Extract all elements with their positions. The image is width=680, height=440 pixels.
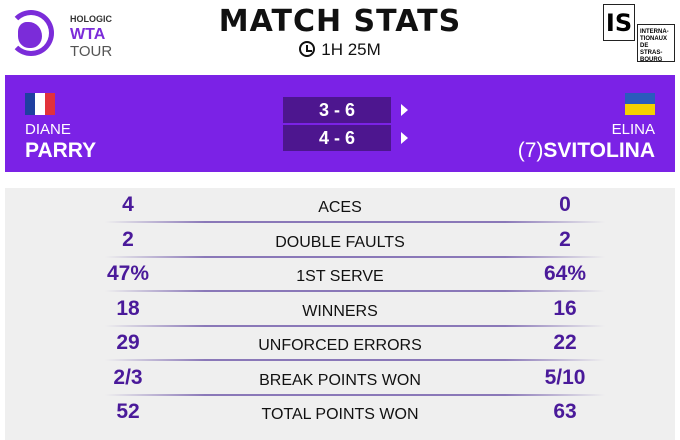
stat-left-value: 47% — [106, 262, 150, 285]
stat-left-value: 2 — [122, 227, 134, 251]
row-divider — [105, 290, 605, 292]
row-divider — [105, 359, 605, 361]
row-divider — [105, 393, 605, 396]
stat-right-value: 64% — [543, 262, 587, 285]
stat-right-value: 63 — [553, 400, 577, 423]
logo-wta: WTA — [70, 26, 106, 43]
ukraine-flag-icon — [625, 93, 655, 115]
stat-left-value: 4 — [122, 193, 134, 216]
duration-text: 1H 25M — [321, 40, 381, 59]
stat-right-value: 16 — [553, 296, 577, 320]
stat-row: 52 TOTAL POINTS WON 63 — [5, 396, 675, 430]
stat-label: ACES — [318, 199, 362, 216]
wta-logo-ring — [8, 10, 54, 56]
france-flag-icon — [25, 93, 55, 115]
stat-right-value: 22 — [553, 331, 577, 354]
logo-hologic: HOLOGIC — [70, 14, 112, 24]
stat-row: 4 ACES 0 — [5, 189, 675, 223]
row-divider — [105, 221, 605, 223]
player-right-name: (7)SVITOLINA — [518, 139, 655, 163]
match-duration: 1H 25M — [0, 40, 680, 60]
play-arrow-icon[interactable] — [401, 132, 408, 144]
stat-label: TOTAL POINTS WON — [261, 406, 419, 423]
stat-label: UNFORCED ERRORS — [258, 337, 422, 354]
set-score-1: 3 - 6 — [283, 97, 391, 123]
stat-row: 47% 1ST SERVE 64% — [5, 258, 675, 292]
stat-label: BREAK POINTS WON — [259, 371, 421, 389]
player-left-first: DIANE — [25, 121, 71, 138]
clock-icon — [299, 41, 316, 57]
stat-right-value: 2 — [559, 227, 571, 251]
scoreboard: DIANE PARRY ELINA (7)SVITOLINA 3 - 6 4 -… — [5, 75, 675, 172]
player-right-first: ELINA — [611, 121, 655, 138]
logo-tour: TOUR — [70, 43, 113, 60]
row-divider — [105, 255, 605, 258]
stat-left-value: 2/3 — [113, 365, 143, 389]
stat-right-value: 5/10 — [544, 365, 586, 389]
tournament-logo: IS — [603, 4, 635, 41]
stat-label: WINNERS — [302, 302, 378, 320]
seed: (7) — [517, 139, 544, 162]
stat-row: 2/3 BREAK POINTS WON 5/10 — [5, 362, 675, 396]
tournament-logo-text: INTERNA-TIONAUX DE STRAS-BOURG — [637, 24, 675, 63]
row-divider — [105, 324, 605, 327]
stat-row: 29 UNFORCED ERRORS 22 — [5, 327, 675, 361]
set-score-2: 4 - 6 — [283, 125, 391, 151]
stat-right-value: 0 — [559, 193, 571, 216]
stat-left-value: 29 — [116, 331, 140, 354]
wta-logo-figure — [18, 22, 42, 48]
stat-left-value: 18 — [116, 296, 140, 320]
play-arrow-icon[interactable] — [401, 104, 408, 116]
page-title: MATCH STATS — [218, 4, 462, 39]
wta-logo: HOLOGIC WTA TOUR — [8, 6, 148, 61]
stat-label: 1ST SERVE — [296, 268, 384, 285]
stat-label: DOUBLE FAULTS — [275, 233, 405, 251]
player-right-last: SVITOLINA — [543, 139, 655, 162]
stat-row: 2 DOUBLE FAULTS 2 — [5, 224, 675, 258]
stat-left-value: 52 — [116, 400, 140, 423]
player-left-last: PARRY — [25, 139, 97, 162]
stat-row: 18 WINNERS 16 — [5, 293, 675, 327]
